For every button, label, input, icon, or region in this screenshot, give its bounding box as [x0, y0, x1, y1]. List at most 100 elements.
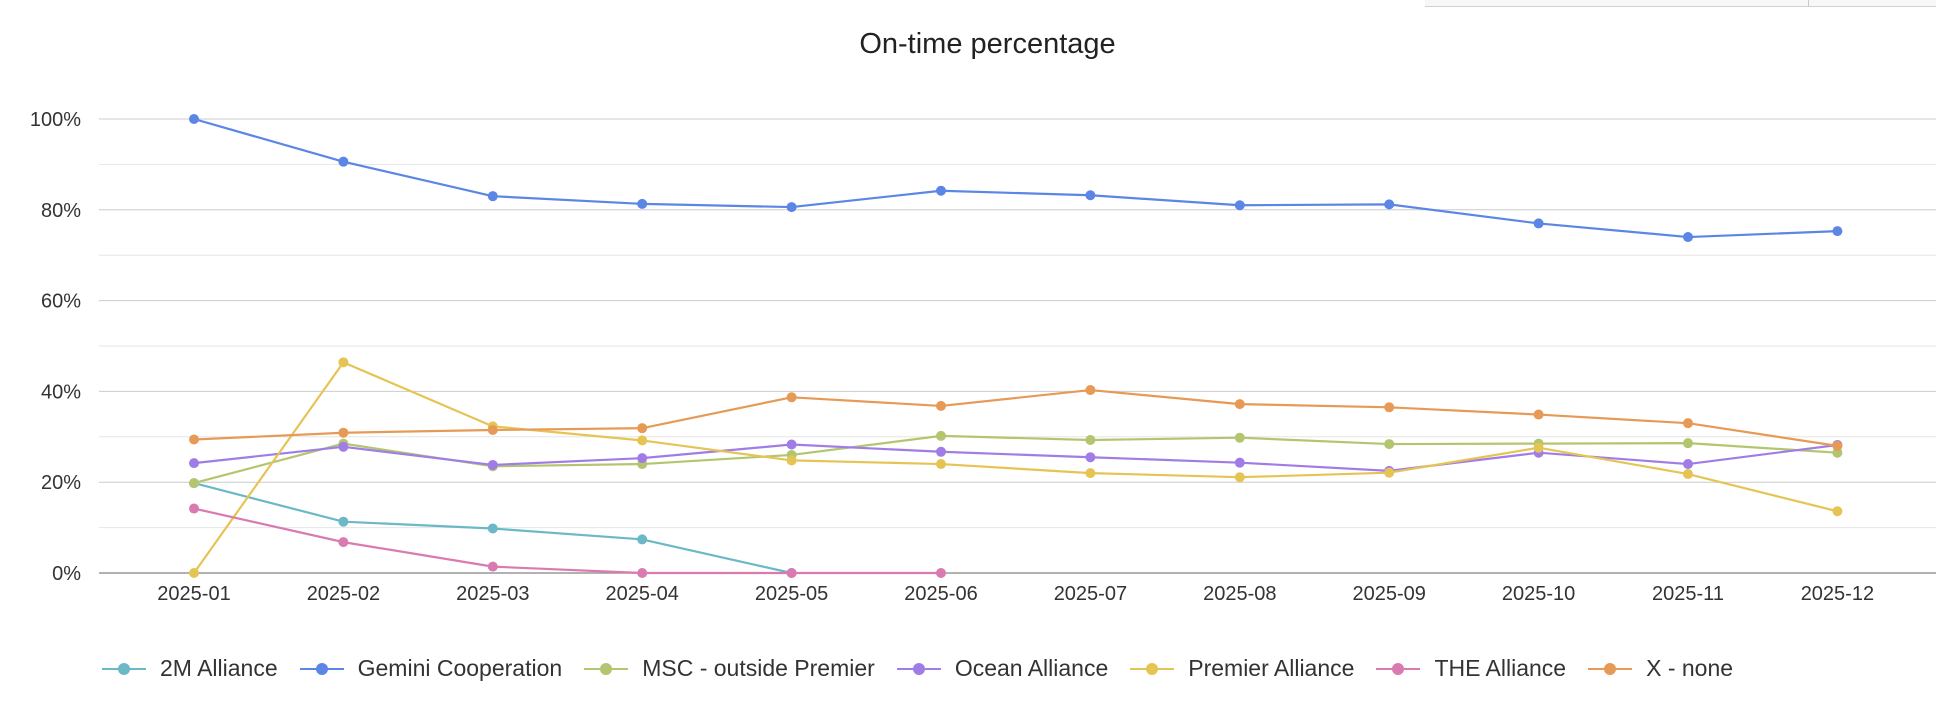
data-point[interactable] — [1384, 467, 1395, 478]
data-point[interactable] — [1384, 439, 1395, 450]
legend-item[interactable]: Ocean Alliance — [896, 655, 1109, 682]
data-point[interactable] — [1384, 199, 1395, 210]
data-point[interactable] — [338, 441, 349, 452]
data-point[interactable] — [936, 568, 946, 578]
data-point[interactable] — [786, 439, 797, 450]
data-point[interactable] — [637, 453, 648, 464]
legend-item[interactable]: Gemini Cooperation — [299, 655, 563, 682]
data-point[interactable] — [936, 185, 946, 196]
data-point[interactable] — [1533, 218, 1544, 229]
series-line — [193, 117, 1838, 239]
data-point[interactable] — [1832, 226, 1843, 237]
data-point[interactable] — [487, 424, 498, 435]
data-point[interactable] — [487, 561, 498, 572]
data-point[interactable] — [487, 459, 498, 470]
data-point[interactable] — [189, 458, 199, 469]
legend-label: MSC - outside Premier — [642, 655, 875, 681]
data-point[interactable] — [338, 537, 349, 548]
data-point[interactable] — [1384, 402, 1395, 413]
data-point[interactable] — [1085, 385, 1096, 396]
legend-item[interactable]: 2M Alliance — [102, 655, 278, 682]
legend-label: Ocean Alliance — [954, 655, 1109, 681]
data-point[interactable] — [936, 430, 946, 441]
data-point[interactable] — [1683, 438, 1693, 449]
data-point[interactable] — [487, 523, 498, 534]
data-point[interactable] — [637, 534, 648, 545]
legend-label: THE Alliance — [1434, 655, 1567, 681]
y-tick-label: 0% — [52, 563, 81, 585]
data-point[interactable] — [1085, 452, 1096, 463]
data-point[interactable] — [1234, 200, 1245, 211]
data-point[interactable] — [189, 434, 199, 445]
legend-marker — [1130, 659, 1175, 679]
series-the-alliance — [189, 503, 946, 578]
data-point[interactable] — [1085, 190, 1096, 201]
data-point[interactable] — [338, 427, 349, 438]
legend-marker — [299, 659, 344, 679]
series-premier-alliance — [189, 357, 1843, 578]
data-point[interactable] — [637, 423, 648, 434]
data-point[interactable] — [786, 202, 797, 213]
data-point[interactable] — [189, 478, 199, 489]
x-tick-label: 2025-11 — [1652, 583, 1724, 605]
legend-marker — [102, 659, 146, 679]
chart-title: On-time percentage — [859, 28, 1116, 60]
data-point[interactable] — [1683, 418, 1693, 429]
legend-label: 2M Alliance — [160, 655, 278, 681]
data-point[interactable] — [1683, 469, 1693, 480]
series-line — [193, 443, 1838, 472]
legend-item[interactable]: Premier Alliance — [1130, 655, 1354, 682]
x-tick-label: 2025-02 — [307, 583, 380, 605]
data-point[interactable] — [338, 516, 349, 527]
legend-marker — [1376, 659, 1421, 679]
data-point[interactable] — [1085, 468, 1096, 479]
data-point[interactable] — [1683, 232, 1693, 243]
data-point[interactable] — [338, 156, 349, 167]
data-point[interactable] — [1832, 440, 1843, 451]
data-point[interactable] — [936, 400, 946, 411]
x-tick-label: 2025-10 — [1502, 583, 1575, 605]
legend-marker — [896, 659, 941, 679]
data-point[interactable] — [1533, 409, 1544, 420]
data-point[interactable] — [189, 568, 199, 578]
legend-label: Gemini Cooperation — [357, 655, 563, 681]
data-point[interactable] — [189, 114, 199, 124]
x-tick-label: 2025-04 — [605, 583, 678, 605]
top-toolbar[interactable] — [1425, 0, 1936, 7]
data-point[interactable] — [637, 435, 648, 446]
y-tick-label: 80% — [41, 200, 81, 222]
series-line — [193, 388, 1838, 447]
data-point[interactable] — [637, 198, 648, 209]
series-x-none — [189, 385, 1843, 451]
data-point[interactable] — [786, 392, 797, 403]
data-point[interactable] — [1832, 506, 1843, 517]
legend-label: X - none — [1646, 655, 1734, 681]
x-tick-label: 2025-05 — [755, 583, 828, 605]
x-tick-label: 2025-12 — [1801, 583, 1874, 605]
data-point[interactable] — [1234, 457, 1245, 468]
data-point[interactable] — [487, 191, 498, 202]
x-tick-label: 2025-03 — [456, 583, 529, 605]
data-point[interactable] — [786, 455, 797, 466]
legend-item[interactable]: MSC - outside Premier — [584, 655, 875, 682]
series-gemini-cooperation — [189, 114, 1843, 243]
legend-item[interactable]: THE Alliance — [1376, 655, 1566, 682]
data-point[interactable] — [1234, 472, 1245, 483]
data-point[interactable] — [338, 357, 349, 368]
data-point[interactable] — [1683, 459, 1693, 470]
legend-item[interactable]: X - none — [1588, 655, 1733, 682]
data-point[interactable] — [936, 446, 946, 457]
legend-label: Premier Alliance — [1188, 655, 1355, 681]
data-point[interactable] — [637, 568, 648, 578]
y-tick-label: 60% — [41, 291, 81, 313]
data-point[interactable] — [1533, 442, 1544, 453]
data-point[interactable] — [936, 459, 946, 470]
series-line — [193, 507, 941, 575]
data-point[interactable] — [786, 568, 797, 578]
data-point[interactable] — [1234, 432, 1245, 443]
x-tick-label: 2025-09 — [1352, 583, 1425, 605]
data-point[interactable] — [1085, 434, 1096, 445]
data-point[interactable] — [1234, 399, 1245, 410]
y-tick-label: 100% — [30, 109, 81, 131]
data-point[interactable] — [189, 503, 199, 514]
